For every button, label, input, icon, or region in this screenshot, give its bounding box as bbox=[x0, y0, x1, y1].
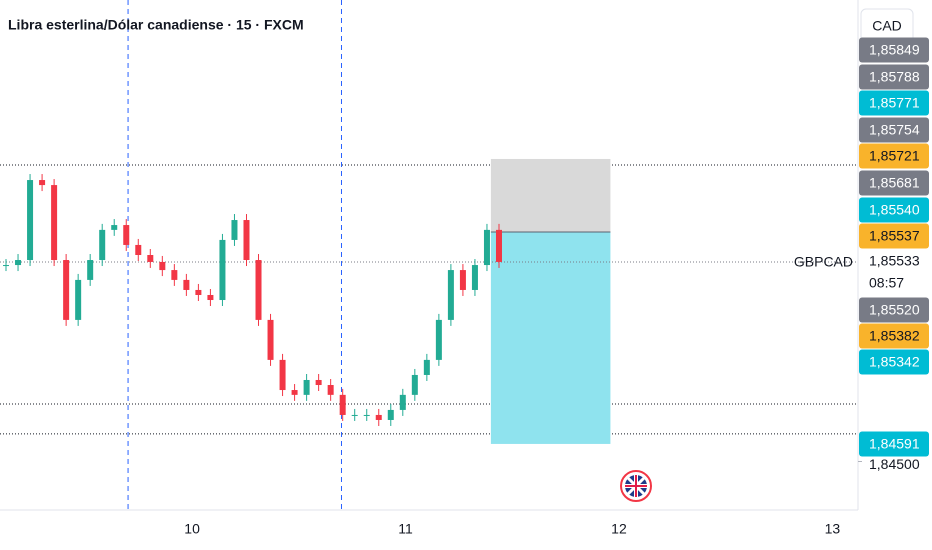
candle-body bbox=[387, 409, 394, 420]
candle-body bbox=[75, 279, 82, 320]
candle-body bbox=[147, 255, 154, 262]
price-tag-label: 1,85681 bbox=[869, 175, 920, 191]
candle-body bbox=[327, 385, 334, 395]
price-tag bbox=[859, 37, 929, 63]
candle-body bbox=[351, 414, 358, 416]
candle-body bbox=[63, 260, 70, 320]
countdown-label: 08:57 bbox=[869, 275, 904, 291]
candle-body bbox=[195, 289, 202, 295]
price-tag-label: 1,84591 bbox=[869, 436, 920, 452]
candle-body bbox=[375, 414, 382, 420]
price-tag-label: 1,85849 bbox=[869, 42, 920, 58]
candle-body bbox=[111, 225, 118, 230]
candle-body bbox=[495, 229, 502, 262]
candle-body bbox=[459, 270, 466, 290]
price-tag bbox=[859, 323, 929, 349]
price-tag-label: 1,85771 bbox=[869, 95, 920, 111]
candle-body bbox=[99, 229, 106, 261]
candle-body bbox=[135, 244, 142, 255]
price-tag bbox=[859, 297, 929, 323]
candle-body bbox=[207, 294, 214, 301]
candle-body bbox=[315, 379, 322, 386]
stop-zone bbox=[490, 158, 611, 233]
candle-body bbox=[3, 265, 10, 267]
candle-body bbox=[39, 180, 46, 186]
price-tag-label: 1,85754 bbox=[869, 122, 920, 138]
price-tag-label: 1,85721 bbox=[869, 148, 920, 164]
x-tick-label: 11 bbox=[398, 521, 413, 537]
candle-body bbox=[471, 265, 478, 290]
plot-area bbox=[0, 0, 858, 510]
candle-body bbox=[243, 220, 250, 261]
price-tag-label: 1,85342 bbox=[869, 354, 920, 370]
price-tag bbox=[859, 90, 929, 116]
symbol-label: GBPCAD bbox=[794, 254, 853, 270]
candle-body bbox=[423, 359, 430, 375]
candle-body bbox=[219, 239, 226, 301]
x-tick-label: 13 bbox=[825, 521, 841, 537]
candle-body bbox=[159, 261, 166, 271]
candle-body bbox=[267, 319, 274, 360]
price-tag bbox=[859, 64, 929, 90]
currency-label[interactable]: CAD bbox=[872, 18, 902, 34]
price-tag bbox=[859, 349, 929, 375]
price-tag bbox=[859, 170, 929, 196]
price-tag-label: 1,85537 bbox=[869, 228, 920, 244]
candle-body bbox=[411, 374, 418, 395]
price-tag bbox=[859, 117, 929, 143]
candle-body bbox=[255, 260, 262, 320]
candle-body bbox=[171, 270, 178, 280]
candle-body bbox=[231, 220, 238, 240]
candle-body bbox=[447, 270, 454, 320]
price-tag bbox=[859, 197, 929, 223]
x-tick-label: 10 bbox=[184, 521, 200, 537]
price-tag bbox=[859, 143, 929, 169]
candle-body bbox=[483, 229, 490, 266]
price-tag-label: 1,85788 bbox=[869, 69, 920, 85]
candle-body bbox=[303, 379, 310, 395]
candle-body bbox=[87, 260, 94, 280]
uk-flag-icon bbox=[620, 470, 652, 502]
current-price-label: 1,85533 bbox=[869, 253, 920, 269]
candle-body bbox=[363, 414, 370, 416]
x-tick-label: 12 bbox=[611, 521, 627, 537]
target-zone bbox=[490, 232, 611, 444]
candle-body bbox=[123, 225, 130, 245]
candle-body bbox=[399, 394, 406, 410]
candle-body bbox=[291, 390, 298, 395]
price-tag bbox=[859, 431, 929, 457]
candle-body bbox=[15, 260, 22, 266]
candle-body bbox=[51, 185, 58, 261]
price-tag bbox=[859, 223, 929, 249]
price-tag-label: 1,85382 bbox=[869, 328, 920, 344]
candle-body bbox=[435, 319, 442, 360]
candle-body bbox=[279, 359, 286, 391]
y-tick-label: 1,84500 bbox=[869, 456, 920, 472]
price-tag-label: 1,85540 bbox=[869, 202, 920, 218]
chart-title: Libra esterlina/Dólar canadiense · 15 · … bbox=[8, 17, 304, 33]
candle-body bbox=[183, 279, 190, 290]
price-tag-label: 1,85520 bbox=[869, 302, 920, 318]
candle-body bbox=[339, 394, 346, 415]
candle-body bbox=[27, 180, 34, 261]
